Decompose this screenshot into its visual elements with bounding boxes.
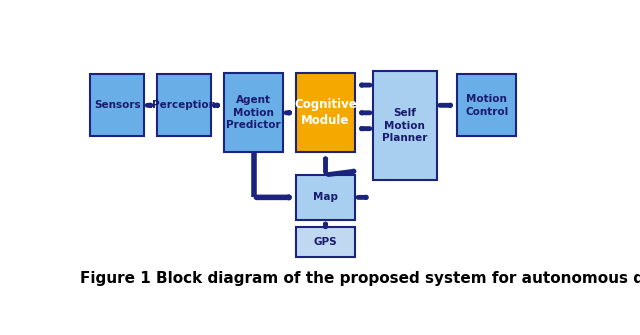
FancyBboxPatch shape bbox=[457, 74, 516, 136]
FancyBboxPatch shape bbox=[90, 74, 145, 136]
Text: Motion
Control: Motion Control bbox=[465, 94, 508, 117]
FancyBboxPatch shape bbox=[224, 73, 284, 152]
Text: Figure 1 Block diagram of the proposed system for autonomous driving: Figure 1 Block diagram of the proposed s… bbox=[80, 271, 640, 286]
FancyBboxPatch shape bbox=[296, 227, 355, 257]
FancyBboxPatch shape bbox=[157, 74, 211, 136]
FancyBboxPatch shape bbox=[296, 175, 355, 220]
Text: GPS: GPS bbox=[314, 237, 337, 247]
Text: Sensors: Sensors bbox=[94, 100, 141, 110]
Text: Cognitive
Module: Cognitive Module bbox=[294, 98, 357, 127]
Text: Perception: Perception bbox=[152, 100, 216, 110]
FancyBboxPatch shape bbox=[296, 73, 355, 152]
Text: Self
Motion
Planner: Self Motion Planner bbox=[382, 108, 428, 143]
FancyBboxPatch shape bbox=[372, 71, 437, 180]
Text: Map: Map bbox=[313, 192, 338, 202]
Text: Agent
Motion
Predictor: Agent Motion Predictor bbox=[227, 95, 281, 130]
